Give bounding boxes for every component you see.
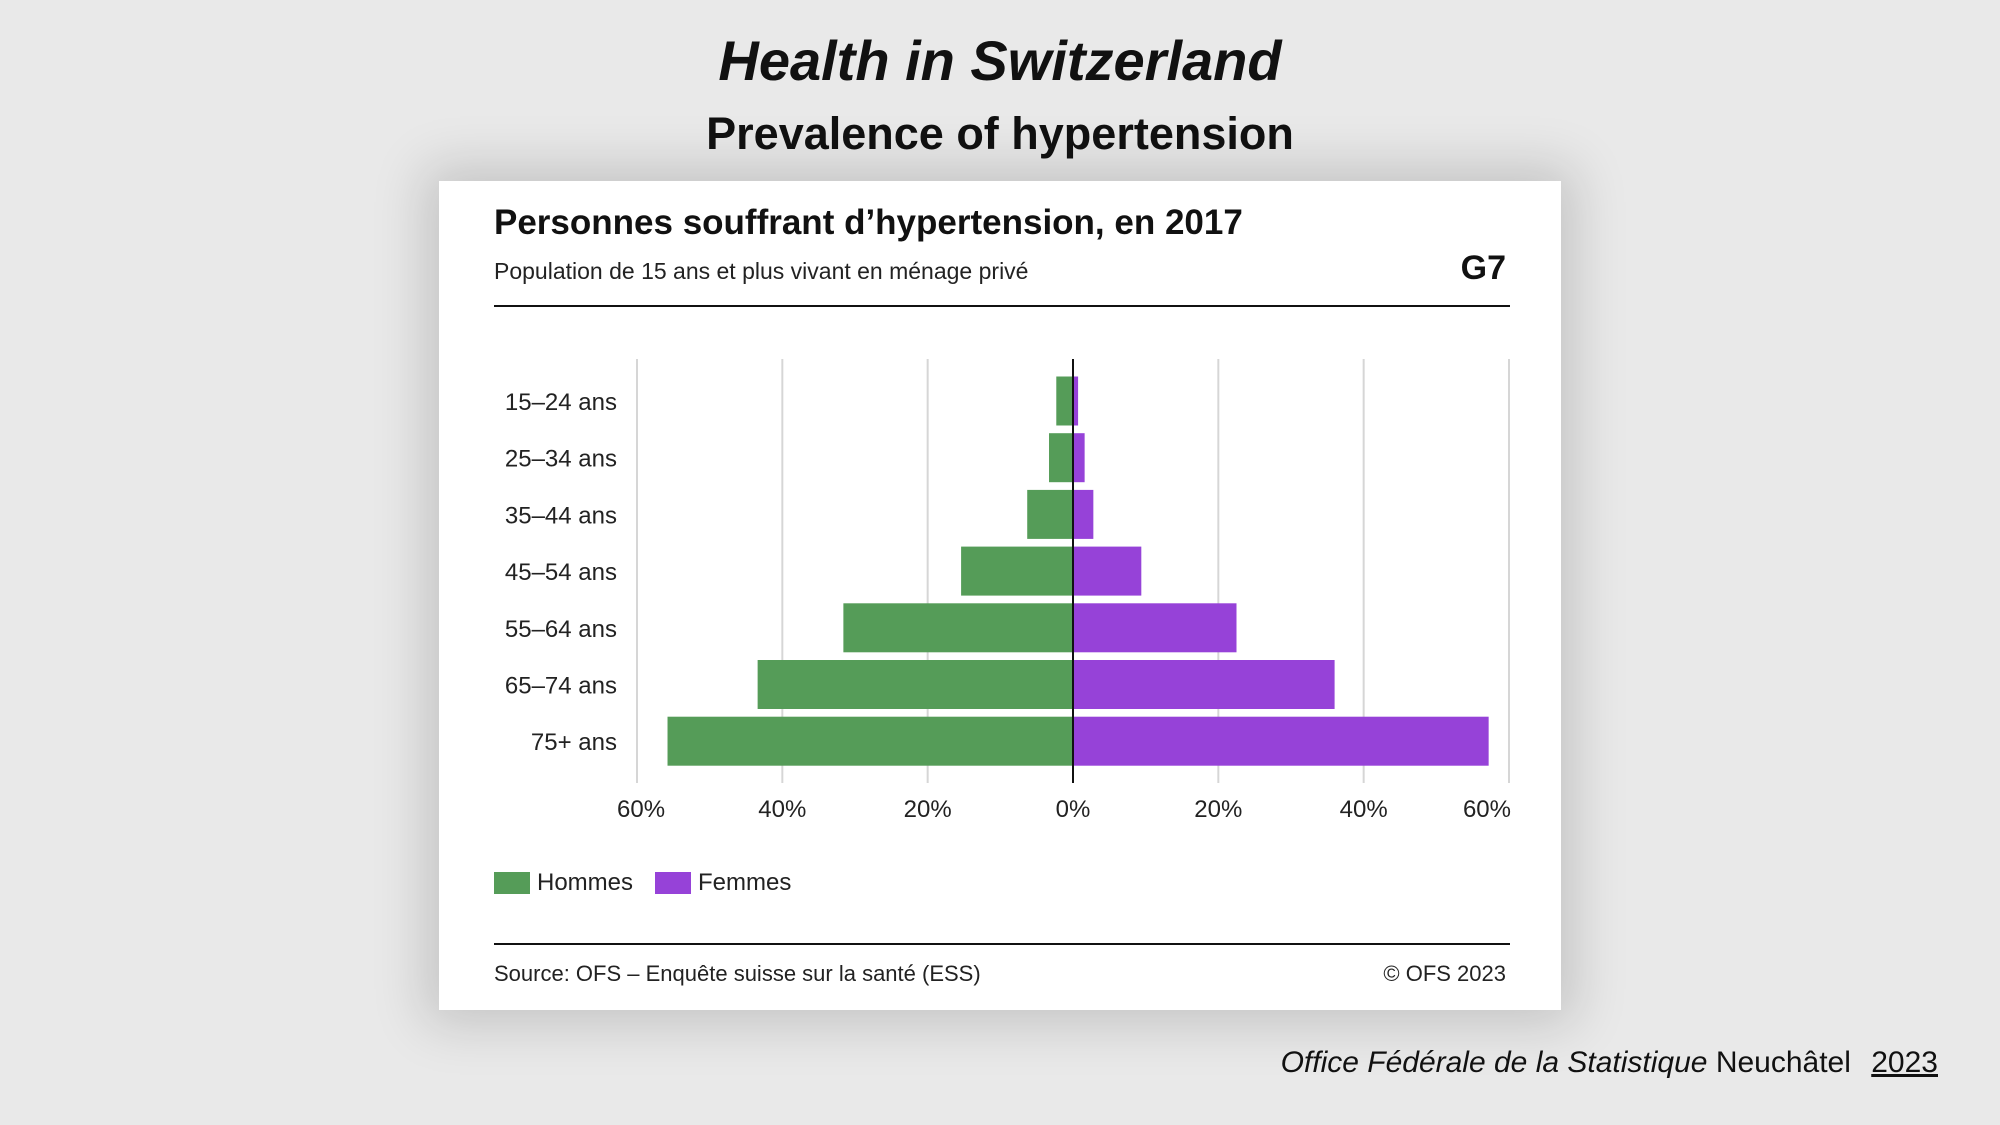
legend-label-women: Femmes	[698, 869, 792, 896]
bar-men	[667, 716, 1073, 766]
legend-item-men: Hommes	[494, 869, 633, 897]
x-tick-label: 60%	[1463, 796, 1511, 823]
footer-divider	[494, 943, 1510, 945]
bar-men	[843, 603, 1073, 653]
x-tick-label: 40%	[1340, 796, 1388, 823]
x-tick-label: 20%	[1194, 796, 1242, 823]
bar-men	[1056, 376, 1073, 426]
chart-code: G7	[1460, 249, 1506, 287]
bar-men	[1049, 433, 1073, 483]
legend-swatch-men	[494, 872, 530, 894]
bar-women	[1073, 660, 1335, 709]
slide-footer: Office Fédérale de la Statistique Neuchâ…	[1281, 1046, 1938, 1080]
header-divider	[494, 305, 1510, 307]
bar-women	[1073, 546, 1142, 596]
legend-swatch-women	[655, 872, 692, 894]
category-label: 55–64 ans	[505, 616, 617, 643]
x-tick-label: 0%	[1056, 796, 1091, 823]
x-tick-label: 60%	[617, 796, 665, 823]
bar-women	[1073, 716, 1489, 766]
bar-women	[1073, 433, 1085, 483]
pyramid-chart: 15–24 ans 25–34 ans 35–44 ans 45–54 ans 55–6…	[505, 359, 1511, 823]
x-tick-label: 40%	[758, 796, 806, 823]
bar-women	[1073, 603, 1237, 653]
footer-year: 2023	[1871, 1046, 1938, 1079]
bar-women	[1073, 489, 1094, 539]
category-label: 15–24 ans	[505, 389, 617, 416]
chart-subtitle: Population de 15 ans et plus vivant en m…	[494, 258, 1029, 284]
chart-title: Personnes souffrant d’hypertension, en 2…	[494, 203, 1243, 242]
bar-women	[1073, 376, 1079, 426]
footer-org: Office Fédérale de la Statistique	[1280, 1046, 1708, 1079]
bar-men	[961, 546, 1073, 596]
bar-men	[1027, 489, 1073, 539]
chart-card: Personnes souffrant d’hypertension, en 2…	[439, 181, 1561, 1010]
slide-subtitle: Prevalence of hypertension	[706, 108, 1294, 159]
copyright-note: © OFS 2023	[1383, 961, 1506, 986]
category-label: 35–44 ans	[505, 502, 617, 529]
x-tick-label: 20%	[904, 796, 952, 823]
legend-item-women: Femmes	[655, 869, 791, 897]
category-label: 75+ ans	[531, 729, 617, 756]
footer-city: Neuchâtel	[1715, 1046, 1851, 1079]
category-label: 45–54 ans	[505, 559, 617, 586]
bar-men	[757, 660, 1073, 709]
category-label: 25–34 ans	[505, 446, 617, 473]
legend: Hommes Femmes	[494, 869, 813, 897]
legend-label-men: Hommes	[537, 869, 634, 896]
slide-title: Health in Switzerland	[718, 29, 1282, 92]
category-label: 65–74 ans	[505, 673, 617, 700]
source-note: Source: OFS – Enquête suisse sur la sant…	[494, 961, 981, 986]
